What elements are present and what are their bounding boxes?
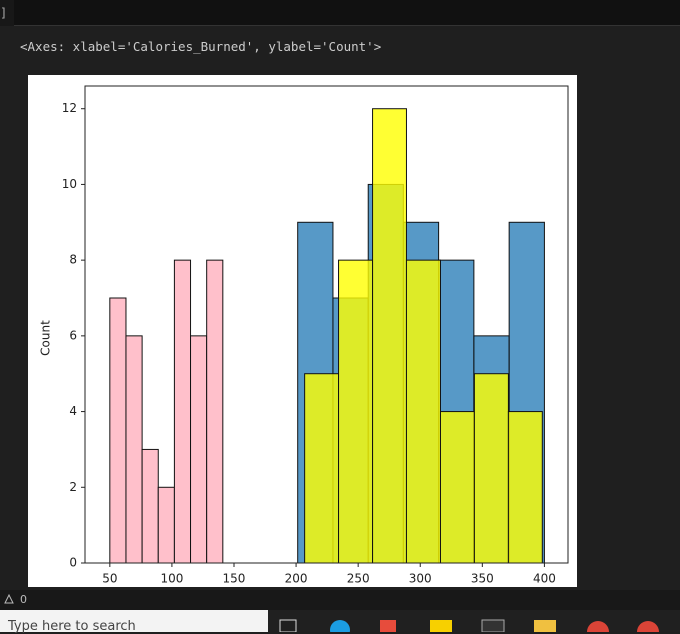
app-icon[interactable] xyxy=(430,620,452,632)
x-tick-label: 300 xyxy=(409,572,432,586)
y-tick-label: 8 xyxy=(69,253,77,267)
histogram-bar xyxy=(405,259,441,564)
chrome-icon[interactable] xyxy=(637,621,659,632)
histogram-bar xyxy=(141,448,159,564)
x-tick-label: 350 xyxy=(471,572,494,586)
explorer-icon[interactable] xyxy=(534,620,556,632)
x-tick-label: 200 xyxy=(285,572,308,586)
terminal-icon[interactable] xyxy=(481,619,505,632)
histogram-bar xyxy=(338,259,374,564)
histogram-bar xyxy=(109,297,127,564)
y-tick-label: 2 xyxy=(69,480,77,494)
output-text: <Axes: xlabel='Calories_Burned', ylabel=… xyxy=(20,39,382,54)
x-tick-label: 250 xyxy=(347,572,370,586)
search-box[interactable]: Type here to search xyxy=(0,610,268,634)
plot-frame xyxy=(84,85,569,564)
x-tick-label: 400 xyxy=(533,572,556,586)
histogram-bar xyxy=(507,411,543,564)
chrome-icon[interactable] xyxy=(587,621,609,632)
histogram-bar xyxy=(125,335,143,564)
task-view-icon[interactable] xyxy=(279,619,297,632)
x-tick-label: 150 xyxy=(223,572,246,586)
y-tick-label: 12 xyxy=(62,101,77,115)
edge-icon[interactable] xyxy=(330,620,350,632)
y-tick-label: 4 xyxy=(69,404,77,418)
x-tick-label: 100 xyxy=(160,572,183,586)
store-icon[interactable] xyxy=(380,620,396,632)
y-tick-label: 10 xyxy=(62,177,77,191)
histogram-bar xyxy=(439,411,475,564)
cell xyxy=(14,0,680,26)
status-icons: 0 xyxy=(4,593,27,606)
search-placeholder: Type here to search xyxy=(8,619,136,634)
warning-icon xyxy=(4,593,14,604)
histogram-bar xyxy=(173,259,192,564)
taskbar: Type here to search xyxy=(0,610,680,634)
chart: Count 50 100 150 200 250 300 350 400 0 2 4 6 8 10 12 xyxy=(28,75,577,587)
y-tick-label: 0 xyxy=(69,556,77,570)
status-bar: 0 xyxy=(0,590,680,610)
cell-prompt: ] xyxy=(0,6,8,20)
y-axis-label: Count xyxy=(39,320,53,356)
histogram-bar xyxy=(473,373,509,564)
top-bar: ] xyxy=(0,0,680,26)
y-tick-label: 6 xyxy=(69,328,77,342)
histogram-bar xyxy=(206,259,224,564)
histogram-bar xyxy=(190,335,208,564)
histogram-bar xyxy=(157,486,175,564)
taskbar-icons xyxy=(279,619,659,632)
histogram-bar xyxy=(304,373,340,564)
x-tick-label: 50 xyxy=(102,572,117,586)
histogram-bar xyxy=(372,108,407,564)
warning-count: 0 xyxy=(20,593,27,606)
